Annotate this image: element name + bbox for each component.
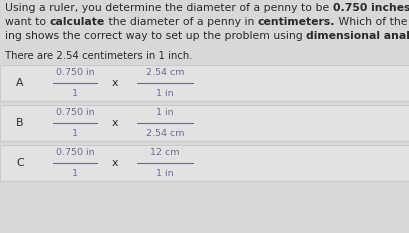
Text: 12 cm: 12 cm [150, 147, 179, 157]
Text: calculate: calculate [49, 17, 105, 27]
Text: ing shows the correct way to set up the problem using: ing shows the correct way to set up the … [5, 31, 306, 41]
Text: 1 in: 1 in [156, 169, 173, 178]
Text: 0.750 inches.: 0.750 inches. [332, 3, 409, 13]
Text: 1: 1 [72, 89, 78, 98]
Bar [0, 145, 409, 181]
Text: B: B [16, 118, 24, 128]
Text: x: x [112, 78, 118, 88]
Text: 1 in: 1 in [156, 89, 173, 98]
Text: A: A [16, 78, 24, 88]
Text: 1 in: 1 in [156, 108, 173, 116]
Text: x: x [112, 118, 118, 128]
Bar [0, 105, 409, 140]
Text: the diameter of a penny in: the diameter of a penny in [105, 17, 257, 27]
Text: 0.750 in: 0.750 in [56, 108, 94, 116]
Bar [0, 65, 409, 101]
Text: dimensional analysis?: dimensional analysis? [306, 31, 409, 41]
Text: There are 2.54 centimeters in 1 inch.: There are 2.54 centimeters in 1 inch. [5, 51, 192, 61]
Text: centimeters.: centimeters. [257, 17, 335, 27]
Text: x: x [112, 158, 118, 168]
Text: Using a ruler, you determine the diameter of a penny to be: Using a ruler, you determine the diamete… [5, 3, 332, 13]
Text: 2.54 cm: 2.54 cm [145, 68, 184, 77]
Text: want to: want to [5, 17, 49, 27]
Text: 1: 1 [72, 169, 78, 178]
Text: C: C [16, 158, 24, 168]
Text: 2.54 cm: 2.54 cm [145, 129, 184, 138]
Text: 0.750 in: 0.750 in [56, 68, 94, 77]
Text: Which of the follow-: Which of the follow- [335, 17, 409, 27]
Text: 0.750 in: 0.750 in [56, 147, 94, 157]
Text: 1: 1 [72, 129, 78, 138]
